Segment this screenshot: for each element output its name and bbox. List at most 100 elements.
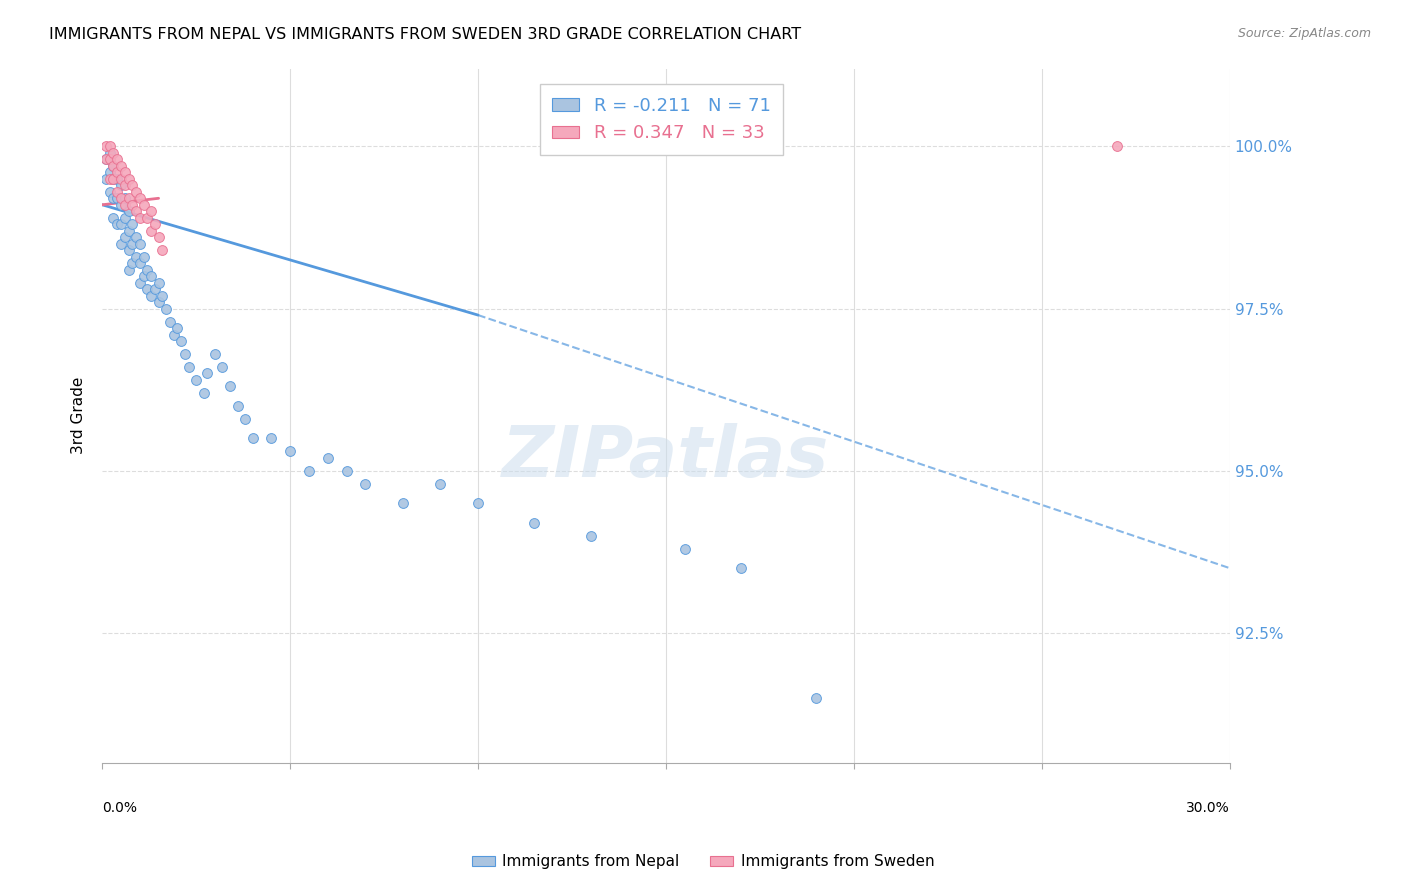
- Text: ZIPatlas: ZIPatlas: [502, 423, 830, 491]
- Point: [132, 250, 155, 264]
- Point: [94, 153, 117, 167]
- Point: [136, 282, 159, 296]
- Point: [730, 561, 752, 575]
- Point: [148, 230, 170, 244]
- Point: [94, 171, 117, 186]
- Point: [298, 464, 321, 478]
- Point: [105, 171, 128, 186]
- Point: [148, 295, 170, 310]
- Text: 0.0%: 0.0%: [103, 801, 138, 815]
- Point: [105, 217, 128, 231]
- Point: [117, 262, 139, 277]
- Point: [117, 243, 139, 257]
- Point: [170, 334, 193, 348]
- Point: [114, 198, 136, 212]
- Point: [159, 315, 181, 329]
- Point: [103, 145, 125, 160]
- Text: 30.0%: 30.0%: [1187, 801, 1230, 815]
- Point: [94, 153, 117, 167]
- Point: [278, 444, 301, 458]
- Point: [128, 276, 150, 290]
- Point: [103, 191, 125, 205]
- Point: [114, 230, 136, 244]
- Point: [197, 367, 219, 381]
- Point: [110, 191, 132, 205]
- Text: Source: ZipAtlas.com: Source: ZipAtlas.com: [1237, 27, 1371, 40]
- Point: [105, 185, 128, 199]
- Point: [316, 450, 339, 465]
- Point: [121, 256, 143, 270]
- Point: [335, 464, 357, 478]
- Point: [125, 185, 148, 199]
- Point: [136, 211, 159, 225]
- Point: [105, 153, 128, 167]
- Point: [114, 211, 136, 225]
- Point: [177, 359, 200, 374]
- Point: [166, 321, 188, 335]
- Point: [143, 282, 166, 296]
- Point: [110, 236, 132, 251]
- Point: [150, 243, 173, 257]
- Point: [429, 476, 451, 491]
- Point: [103, 211, 125, 225]
- Point: [806, 690, 828, 705]
- Point: [211, 359, 233, 374]
- Point: [354, 476, 377, 491]
- Point: [128, 191, 150, 205]
- Point: [121, 198, 143, 212]
- Point: [103, 171, 125, 186]
- Legend: R = -0.211   N = 71, R = 0.347   N = 33: R = -0.211 N = 71, R = 0.347 N = 33: [540, 85, 783, 155]
- Point: [117, 191, 139, 205]
- Point: [174, 347, 197, 361]
- Point: [117, 171, 139, 186]
- Point: [98, 145, 121, 160]
- Point: [110, 217, 132, 231]
- Point: [121, 217, 143, 231]
- Point: [105, 191, 128, 205]
- Point: [117, 204, 139, 219]
- Point: [110, 171, 132, 186]
- Point: [219, 379, 242, 393]
- Point: [128, 236, 150, 251]
- Point: [117, 224, 139, 238]
- Point: [148, 276, 170, 290]
- Point: [392, 496, 415, 510]
- Text: IMMIGRANTS FROM NEPAL VS IMMIGRANTS FROM SWEDEN 3RD GRADE CORRELATION CHART: IMMIGRANTS FROM NEPAL VS IMMIGRANTS FROM…: [49, 27, 801, 42]
- Point: [673, 541, 696, 556]
- Point: [105, 165, 128, 179]
- Point: [103, 159, 125, 173]
- Point: [139, 288, 162, 302]
- Point: [579, 529, 602, 543]
- Point: [523, 516, 546, 530]
- Point: [110, 198, 132, 212]
- Point: [139, 224, 162, 238]
- Point: [162, 327, 184, 342]
- Point: [242, 431, 264, 445]
- Point: [98, 165, 121, 179]
- Point: [121, 178, 143, 193]
- Point: [114, 191, 136, 205]
- Point: [150, 288, 173, 302]
- Point: [114, 165, 136, 179]
- Point: [125, 230, 148, 244]
- Point: [103, 171, 125, 186]
- Point: [128, 256, 150, 270]
- Point: [193, 386, 215, 401]
- Point: [121, 236, 143, 251]
- Point: [204, 347, 226, 361]
- Point: [98, 139, 121, 153]
- Point: [98, 153, 121, 167]
- Point: [110, 178, 132, 193]
- Legend: Immigrants from Nepal, Immigrants from Sweden: Immigrants from Nepal, Immigrants from S…: [465, 848, 941, 875]
- Point: [260, 431, 283, 445]
- Point: [139, 204, 162, 219]
- Point: [114, 178, 136, 193]
- Point: [128, 211, 150, 225]
- Point: [186, 373, 208, 387]
- Point: [132, 269, 155, 284]
- Point: [136, 262, 159, 277]
- Point: [98, 185, 121, 199]
- Point: [233, 412, 256, 426]
- Point: [110, 159, 132, 173]
- Point: [155, 301, 177, 316]
